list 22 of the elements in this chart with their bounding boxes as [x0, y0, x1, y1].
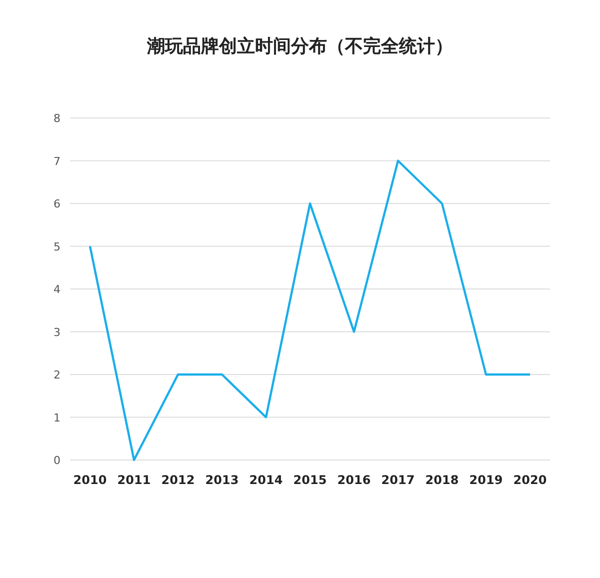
y-tick-label: 2: [54, 368, 60, 382]
line-series: [88, 160, 532, 462]
y-tick-label: 0: [54, 454, 60, 467]
x-tick-label: 2016: [337, 473, 371, 487]
y-tick-label: 4: [54, 283, 60, 296]
x-tick-label: 2013: [205, 473, 239, 487]
x-tick-label: 2015: [293, 473, 327, 487]
x-tick-label: 2012: [161, 473, 195, 487]
y-tick-label: 3: [54, 326, 60, 339]
y-tick-label: 1: [54, 411, 60, 424]
chart-title: 潮玩品牌创立时间分布（不完全统计）: [146, 36, 453, 57]
y-tick-label: 6: [54, 198, 60, 210]
y-tick-label: 8: [54, 112, 60, 125]
x-tick-label: 2018: [425, 473, 459, 487]
x-tick-label: 2010: [73, 473, 107, 487]
x-tick-label: 2017: [381, 473, 415, 487]
x-tick-label: 2014: [249, 473, 283, 487]
y-tick-label: 5: [54, 240, 60, 254]
x-tick-label: 2020: [513, 473, 547, 487]
x-tick-label: 2019: [469, 473, 503, 487]
y-tick-label: 7: [54, 154, 60, 168]
x-tick-label: 2011: [117, 473, 151, 487]
